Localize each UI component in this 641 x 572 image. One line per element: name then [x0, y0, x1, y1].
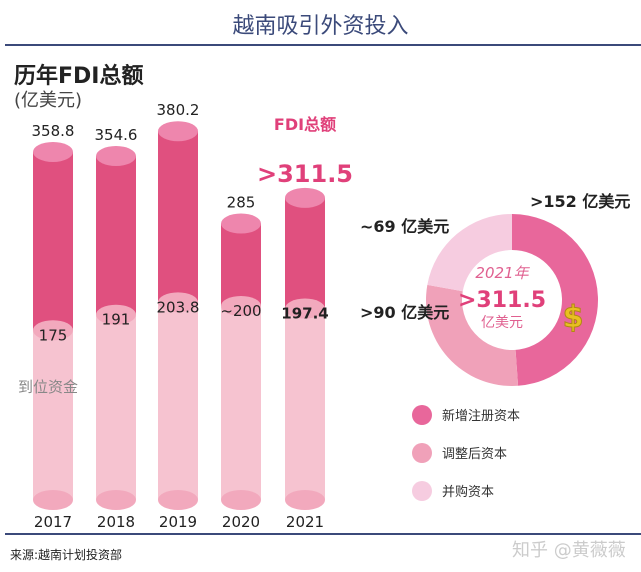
source-note: 来源:越南计划投资部	[10, 548, 123, 562]
bar-disbursed	[158, 302, 198, 500]
divider	[5, 44, 641, 46]
disbursed-label: 203.8	[157, 298, 200, 316]
total-label: 354.6	[95, 126, 138, 144]
legend-label: 并购资本	[442, 484, 494, 500]
donut-slice	[426, 284, 519, 386]
bar-mid	[158, 292, 198, 313]
disbursed-label: ~200	[220, 302, 261, 320]
bar-disbursed	[33, 330, 73, 500]
chart-title: 历年FDI总额	[14, 64, 144, 89]
donut-slice	[512, 214, 599, 386]
bar-total	[96, 156, 136, 315]
legend-swatch	[412, 405, 432, 425]
year-label: 2019	[159, 513, 197, 531]
bar-disbursed	[285, 308, 325, 500]
slice-label: >90 亿美元	[360, 303, 449, 322]
bar-mid	[221, 296, 261, 316]
disbursed-label: 191	[102, 311, 131, 329]
unit-label: (亿美元)	[14, 90, 83, 111]
donut-slice	[427, 214, 512, 292]
annotation: FDI总额	[274, 115, 336, 134]
bar-base	[96, 490, 136, 510]
slice-label: ~69 亿美元	[360, 217, 449, 236]
total-label: 285	[227, 194, 256, 212]
legend-swatch	[412, 443, 432, 463]
bar-disbursed	[96, 314, 136, 500]
bar-top	[33, 141, 73, 162]
bar-base	[221, 490, 261, 510]
bar-total	[221, 223, 261, 306]
watermark: 知乎 @黄薇薇	[512, 540, 626, 561]
year-label: 2021	[286, 513, 324, 531]
bar-mid	[285, 298, 325, 319]
bar-total	[285, 197, 325, 309]
disbursed-label: 197.4	[281, 305, 328, 323]
dollar-icon: $	[563, 300, 584, 335]
bar-base	[158, 490, 198, 510]
bar-total	[158, 131, 198, 303]
legend-swatch	[412, 481, 432, 501]
bar-disbursed	[221, 306, 261, 500]
bar-top	[285, 187, 325, 208]
legend-label: 新增注册资本	[442, 408, 520, 424]
donut-year: 2021年	[475, 264, 530, 282]
donut-unit: 亿美元	[481, 315, 523, 331]
total-label: 358.8	[32, 122, 75, 140]
bar-top	[158, 121, 198, 142]
page-title: 越南吸引外资投入	[232, 14, 409, 39]
bar-top	[221, 213, 261, 234]
bar-mid	[96, 304, 136, 325]
slice-label: >152 亿美元	[530, 192, 630, 211]
bar-top	[96, 146, 136, 167]
year-label: 2020	[222, 513, 260, 531]
bar-base	[285, 490, 325, 510]
disbursed-label: 175	[39, 326, 68, 344]
total-label: >311.5	[257, 160, 353, 188]
divider	[5, 533, 641, 535]
bar-base	[33, 490, 73, 510]
legend-label: 调整后资本	[442, 447, 507, 462]
year-label: 2018	[97, 513, 135, 531]
total-label: 380.2	[157, 101, 200, 119]
series-label: 到位资金	[18, 378, 78, 396]
bar-mid	[33, 320, 73, 341]
donut-total: >311.5	[458, 288, 546, 313]
bar-total	[33, 151, 73, 331]
year-label: 2017	[34, 513, 72, 531]
